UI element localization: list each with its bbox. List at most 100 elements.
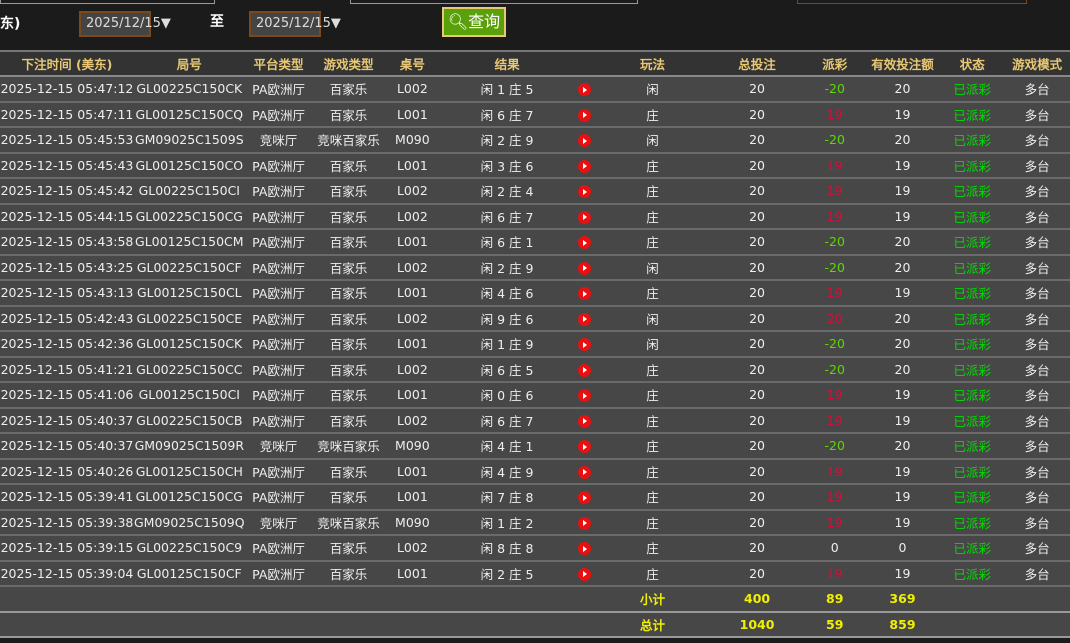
start-date-select[interactable]: 2025/12/15▼ [79,11,171,37]
total-bet: 20 [709,178,805,205]
result: 闲 1 庄 9 [440,331,574,358]
table-row: 2025-12-15 05:45:43 GL00125C150CO PA欧洲厅 百家乐… [0,152,1070,179]
search-icon: 🔍︎ [447,12,469,31]
platform-type: 竞咪厅 [244,509,313,536]
table-row: 2025-12-15 05:43:13 GL00125C150CL PA欧洲厅 百家乐… [0,280,1070,307]
query-button[interactable]: 🔍︎查询 [442,7,506,37]
play-video-icon[interactable] [578,287,592,301]
bet-type: 庄 [595,152,710,179]
video-cell [573,484,596,511]
end-date-select[interactable]: 2025/12/15▼ [249,11,341,37]
game-mode: 多台 [1004,203,1070,230]
round-id: GL00125C150CF [133,560,245,587]
table-row: 2025-12-15 05:40:37 GL00225C150CB PA欧洲厅 百家乐… [0,407,1070,434]
status: 已派彩 [940,127,1005,154]
game-mode: 多台 [1004,560,1070,587]
play-video-icon[interactable] [578,210,592,224]
total-bet: 20 [709,229,805,256]
game-type: 百家乐 [312,305,385,332]
payout: 19 [804,101,865,128]
play-video-icon[interactable] [578,414,592,428]
total-bet: 20 [709,152,805,179]
play-video-icon[interactable] [578,83,592,97]
payout: 20 [804,305,865,332]
play-video-icon[interactable] [578,108,592,122]
column-header: 结果 [440,50,574,77]
valid-bet: 19 [864,484,941,511]
top-input-partial[interactable] [350,0,638,4]
status: 已派彩 [940,254,1005,281]
bet-type: 庄 [595,229,710,256]
timezone-label: 东) [0,16,21,32]
play-video-icon[interactable] [578,491,592,505]
column-header: 玩法 [595,50,710,77]
play-video-icon[interactable] [578,567,592,581]
valid-bet: 19 [864,458,941,485]
valid-bet: 19 [864,203,941,230]
payout: 19 [804,178,865,205]
play-video-icon[interactable] [578,261,592,275]
table-id: M090 [384,127,441,154]
total-bet: 20 [709,101,805,128]
play-video-icon[interactable] [578,542,592,556]
payout: 19 [804,407,865,434]
table-row: 2025-12-15 05:41:21 GL00225C150CC PA欧洲厅 百家乐… [0,356,1070,383]
valid-bet: 19 [864,178,941,205]
video-cell [573,178,596,205]
game-type: 百家乐 [312,458,385,485]
total-bet: 20 [709,305,805,332]
table-id: L001 [384,484,441,511]
valid-bet: 19 [864,152,941,179]
total-bet: 20 [709,535,805,562]
round-id: GL00225C150CK [133,76,245,103]
video-cell [573,331,596,358]
bet-time: 2025-12-15 05:42:36 [0,331,134,358]
round-id: GL00225C150CI [133,178,245,205]
table-row: 2025-12-15 05:40:26 GL00125C150CH PA欧洲厅 百家乐… [0,458,1070,485]
video-cell [573,127,596,154]
game-mode: 多台 [1004,535,1070,562]
play-video-icon[interactable] [578,516,592,530]
table-row: 2025-12-15 05:39:04 GL00125C150CF PA欧洲厅 百家乐… [0,560,1070,587]
play-video-icon[interactable] [578,185,592,199]
play-video-icon[interactable] [578,312,592,326]
top-input-partial[interactable] [0,0,215,4]
play-video-icon[interactable] [578,465,592,479]
top-input-partial[interactable] [797,0,1027,4]
platform-type: PA欧洲厅 [244,305,313,332]
table-row: 2025-12-15 05:43:25 GL00225C150CF PA欧洲厅 百家乐… [0,254,1070,281]
play-video-icon[interactable] [578,389,592,403]
spacer [940,611,1070,638]
valid-bet: 20 [864,76,941,103]
table-id: L001 [384,560,441,587]
play-video-icon[interactable] [578,236,592,250]
total-bet: 20 [709,356,805,383]
status: 已派彩 [940,101,1005,128]
round-id: GL00225C150C9 [133,535,245,562]
payout: -20 [804,229,865,256]
game-mode: 多台 [1004,178,1070,205]
round-id: GL00225C150CF [133,254,245,281]
valid-bet: 19 [864,509,941,536]
play-video-icon[interactable] [578,440,592,454]
status: 已派彩 [940,152,1005,179]
table-id: L001 [384,229,441,256]
table-row: 2025-12-15 05:39:41 GL00125C150CG PA欧洲厅 百家乐… [0,484,1070,511]
game-type: 百家乐 [312,560,385,587]
round-id: GL00225C150CG [133,203,245,230]
round-id: GL00125C150CI [133,382,245,409]
game-type: 百家乐 [312,535,385,562]
play-video-icon[interactable] [578,134,592,148]
play-video-icon[interactable] [578,363,592,377]
game-mode: 多台 [1004,407,1070,434]
result: 闲 6 庄 7 [440,203,574,230]
status: 已派彩 [940,356,1005,383]
total-bet: 20 [709,458,805,485]
play-video-icon[interactable] [578,159,592,173]
bet-type: 庄 [595,535,710,562]
status: 已派彩 [940,178,1005,205]
play-video-icon[interactable] [578,338,592,352]
total-bet: 1040 [709,611,805,638]
video-cell [573,254,596,281]
game-type: 百家乐 [312,356,385,383]
